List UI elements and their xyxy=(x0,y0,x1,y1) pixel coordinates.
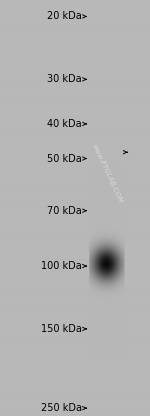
Text: 150 kDa: 150 kDa xyxy=(41,324,82,334)
Text: www.PTGLAB.COM: www.PTGLAB.COM xyxy=(90,143,123,204)
Text: 100 kDa: 100 kDa xyxy=(41,261,82,271)
Text: 30 kDa: 30 kDa xyxy=(47,74,82,84)
Text: 20 kDa: 20 kDa xyxy=(47,11,82,22)
Text: 40 kDa: 40 kDa xyxy=(47,119,82,129)
Text: 70 kDa: 70 kDa xyxy=(47,206,82,216)
Bar xyxy=(89,0,124,416)
Bar xyxy=(125,0,150,416)
Text: 50 kDa: 50 kDa xyxy=(47,154,82,163)
Text: 250 kDa: 250 kDa xyxy=(41,403,82,413)
